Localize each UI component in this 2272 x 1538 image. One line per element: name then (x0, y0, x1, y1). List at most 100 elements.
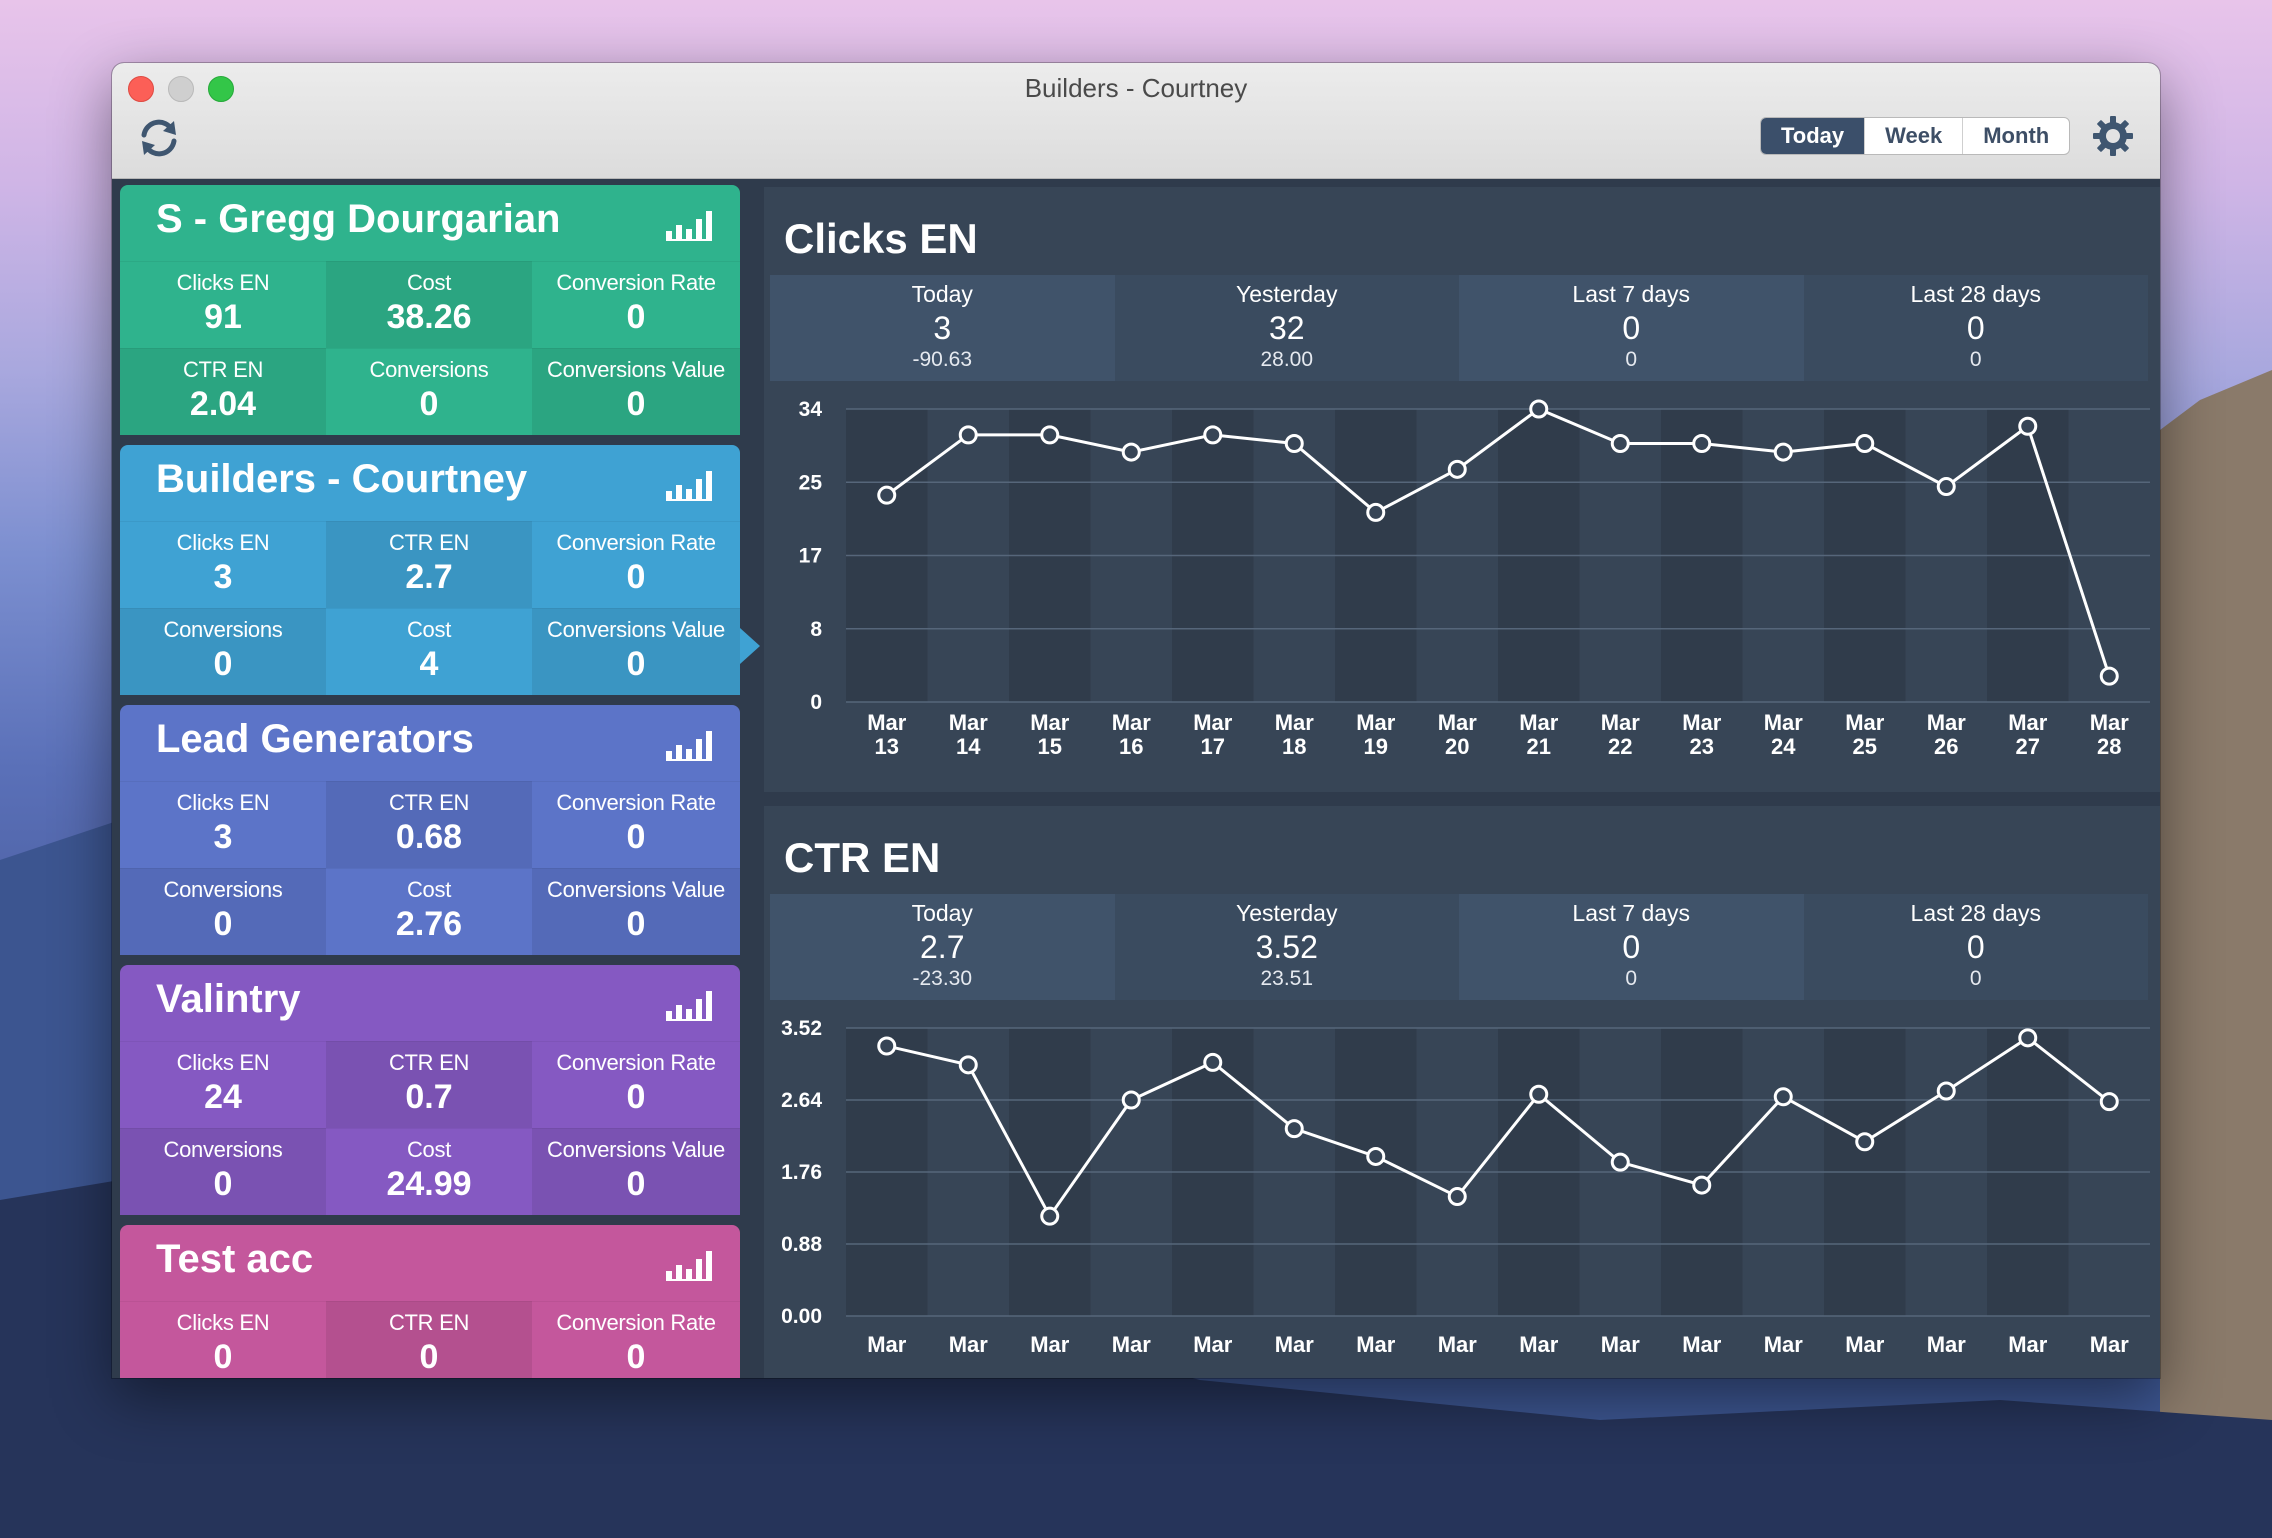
panel-title: CTR EN (784, 834, 941, 881)
detail-pane: Clicks EN Today 3 -90.63 Yesterday 32 28.00 … (764, 179, 2160, 1378)
range-week-button[interactable]: Week (1864, 118, 1962, 154)
metric-cell: Conversions 0 (326, 348, 532, 435)
metric-value: 3 (213, 558, 233, 596)
metric-cell: Clicks EN 91 (120, 261, 326, 348)
data-point[interactable] (1203, 1052, 1223, 1072)
account-card[interactable]: Test acc Clicks EN 0 CTR EN 0 Conversion Rate… (120, 1225, 740, 1378)
range-today-button[interactable]: Today (1761, 118, 1865, 154)
metric-value: 0 (626, 1078, 646, 1116)
account-card[interactable]: Valintry Clicks EN 24 CTR EN 0.7 Conversion R… (120, 965, 740, 1215)
metric-label: Conversion Rate (556, 790, 716, 815)
stat-change: -23.30 (912, 967, 973, 990)
account-card[interactable]: Lead Generators Clicks EN 3 CTR EN 0.68 Conve… (120, 705, 740, 955)
minimize-window-button[interactable] (168, 76, 194, 102)
data-point[interactable] (1366, 1146, 1386, 1166)
bar-chart-icon[interactable] (666, 991, 712, 1021)
data-point[interactable] (1121, 442, 1141, 462)
data-point[interactable] (1366, 502, 1386, 522)
data-point[interactable] (1936, 1081, 1956, 1101)
data-point[interactable] (1447, 1187, 1467, 1207)
x-tick-label: Mar (1112, 710, 1152, 735)
y-tick-label: 8 (810, 618, 822, 641)
metric-value: 2.04 (189, 385, 257, 423)
metric-value: 2.7 (405, 558, 453, 596)
x-tick-label: Mar (2090, 1332, 2130, 1357)
range-month-button[interactable]: Month (1962, 118, 2069, 154)
metric-value: 91 (204, 298, 242, 336)
account-card-header: S - Gregg Dourgarian (120, 185, 740, 261)
data-point[interactable] (958, 425, 978, 445)
zoom-window-button[interactable] (208, 76, 234, 102)
account-name: Valintry (156, 977, 301, 1021)
stat-value: 3 (933, 310, 952, 346)
x-tick-label: Mar (1682, 710, 1722, 735)
data-point[interactable] (958, 1055, 978, 1075)
data-point[interactable] (1040, 1206, 1060, 1226)
x-tick-label: 16 (1119, 734, 1143, 759)
data-point[interactable] (1773, 442, 1793, 462)
metric-label: Conversion Rate (556, 270, 716, 295)
x-tick-label: 20 (1445, 734, 1469, 759)
metric-label: Conversions (163, 877, 283, 902)
stat-change: 0 (1969, 348, 1982, 371)
data-point[interactable] (1692, 1175, 1712, 1195)
metric-value: 0 (626, 558, 646, 596)
accounts-sidebar: S - Gregg Dourgarian Clicks EN 91 Cost 38.26… (112, 179, 752, 1378)
metric-label: Cost (406, 1137, 452, 1162)
data-point[interactable] (2099, 1092, 2119, 1112)
x-tick-label: Mar (1275, 1332, 1315, 1357)
bar-chart-icon[interactable] (666, 211, 712, 241)
x-tick-label: 17 (1201, 734, 1225, 759)
selected-account-pointer (740, 628, 760, 664)
data-point[interactable] (1692, 433, 1712, 453)
y-tick-label: 0 (810, 691, 822, 714)
metric-label: CTR EN (388, 790, 470, 815)
x-tick-label: Mar (949, 710, 989, 735)
data-point[interactable] (1284, 1119, 1304, 1139)
window-toolbar: Builders - Courtney Today Week Month (112, 63, 2160, 179)
data-point[interactable] (2018, 1028, 2038, 1048)
metric-value: 0 (626, 645, 646, 683)
data-point[interactable] (2099, 666, 2119, 686)
window-title: Builders - Courtney (1024, 73, 1248, 103)
refresh-icon[interactable] (134, 113, 184, 163)
metric-label: Cost (406, 270, 452, 295)
metric-cell: Cost 24.99 (326, 1128, 532, 1215)
data-point[interactable] (1529, 1084, 1549, 1104)
bar-chart-icon[interactable] (666, 731, 712, 761)
gear-icon[interactable] (2092, 115, 2134, 157)
data-point[interactable] (1610, 1152, 1630, 1172)
close-window-button[interactable] (128, 76, 154, 102)
stat-label: Yesterday (1236, 281, 1338, 307)
metric-label: Conversion Rate (556, 530, 716, 555)
data-point[interactable] (2018, 416, 2038, 436)
bar-chart-icon[interactable] (666, 471, 712, 501)
bar-chart-icon[interactable] (666, 1251, 712, 1281)
data-point[interactable] (1203, 425, 1223, 445)
data-point[interactable] (1529, 399, 1549, 419)
data-point[interactable] (1447, 459, 1467, 479)
data-point[interactable] (1610, 433, 1630, 453)
data-point[interactable] (877, 485, 897, 505)
data-point[interactable] (1121, 1090, 1141, 1110)
account-card[interactable]: S - Gregg Dourgarian Clicks EN 91 Cost 38.26… (120, 185, 740, 435)
data-point[interactable] (877, 1036, 897, 1056)
account-card[interactable]: Builders - Courtney Clicks EN 3 CTR EN 2.7 Co… (120, 445, 740, 695)
metric-label: Conversions Value (547, 357, 725, 382)
ctr-stats: Today 2.7 -23.30 Yesterday 3.52 23.51 Last 7… (770, 894, 2148, 1000)
metric-value: 0.68 (395, 818, 463, 856)
metric-value: 2.76 (395, 905, 463, 943)
metric-label: CTR EN (182, 357, 264, 382)
ctr-panel: CTR EN Today 2.7 -23.30 Yesterday 3.52 23.51… (764, 806, 2160, 1378)
date-range-selector: Today Week Month (1760, 117, 2071, 155)
stat-label: Yesterday (1236, 900, 1338, 926)
stat-change: 23.51 (1260, 967, 1314, 990)
data-point[interactable] (1855, 433, 1875, 453)
data-point[interactable] (1040, 425, 1060, 445)
data-point[interactable] (1936, 477, 1956, 497)
y-tick-label: 1.76 (781, 1161, 822, 1184)
data-point[interactable] (1284, 433, 1304, 453)
data-point[interactable] (1773, 1087, 1793, 1107)
x-tick-label: 24 (1771, 734, 1796, 759)
data-point[interactable] (1855, 1132, 1875, 1152)
